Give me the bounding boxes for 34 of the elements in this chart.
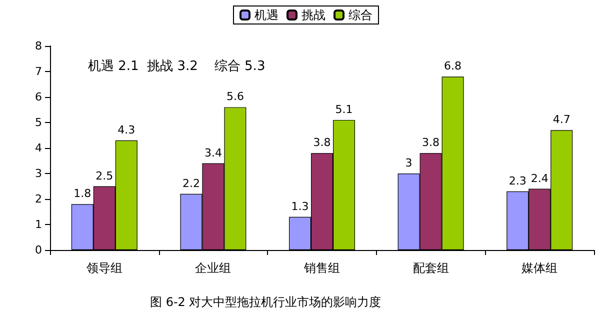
- x-tick-label: 媒体组: [522, 261, 558, 275]
- data-label: 4.3: [118, 123, 136, 136]
- data-label: 2.5: [96, 169, 114, 182]
- data-label: 1.3: [291, 200, 309, 213]
- x-tick-label: 领导组: [86, 261, 122, 275]
- annotation: 机遇 2.1 挑战 3.2 综合 5.3: [88, 59, 266, 74]
- data-label: 1.8: [74, 187, 92, 200]
- data-label: 2.3: [508, 174, 526, 188]
- data-label: 3: [405, 156, 412, 170]
- data-label: 5.6: [226, 90, 244, 104]
- caption: 图 6-2 对大中型拖拉机行业市场的影响力度: [150, 295, 382, 309]
- y-tick-label: 8: [35, 40, 42, 52]
- x-tick-label: 配套组: [412, 261, 449, 275]
- data-label: 5.1: [335, 102, 353, 116]
- data-label: 3.8: [422, 136, 440, 150]
- y-tick-label: 4: [35, 142, 42, 154]
- legend-label: 挑战: [302, 8, 326, 22]
- y-tick-label: 5: [35, 116, 42, 129]
- data-label: 3.8: [313, 136, 331, 150]
- data-label: 2.4: [530, 172, 548, 185]
- data-label: 4.7: [552, 113, 570, 126]
- y-tick-label: 6: [35, 90, 42, 104]
- y-tick-label: 1: [35, 218, 42, 231]
- data-label: 6.8: [444, 60, 462, 73]
- legend-label: 综合: [348, 8, 372, 22]
- y-tick-label: 7: [35, 65, 42, 78]
- legend-label: 机遇: [254, 8, 278, 22]
- data-label: 2.2: [182, 176, 200, 190]
- data-label: 3.4: [204, 146, 222, 160]
- x-tick-label: 销售组: [303, 261, 340, 275]
- y-tick-label: 3: [35, 167, 42, 180]
- y-tick-label: 2: [35, 192, 42, 206]
- x-tick-label: 企业组: [195, 261, 232, 275]
- y-tick-label: 0: [35, 244, 42, 256]
